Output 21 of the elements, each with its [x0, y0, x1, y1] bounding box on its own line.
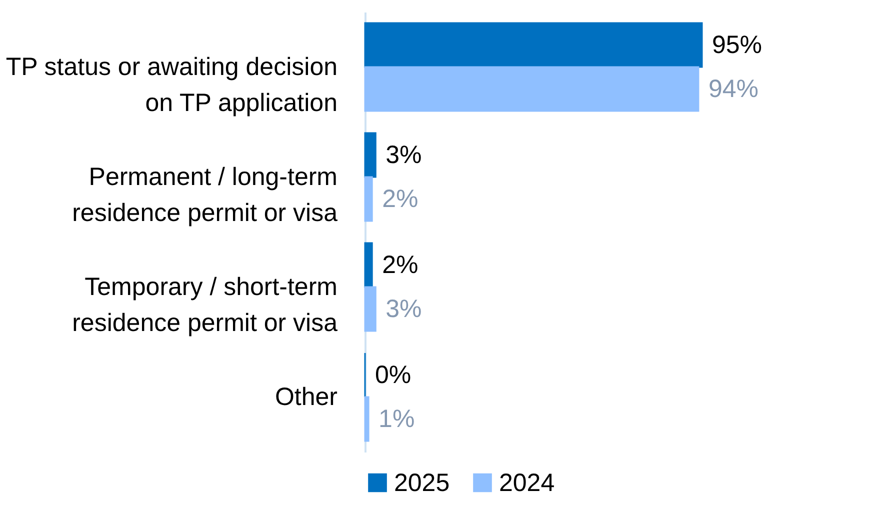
y-tick-label: TP status or awaiting decision on TP application [6, 53, 338, 117]
legend-label: 2025 [394, 468, 450, 497]
y-tick-label: Other [274, 383, 338, 411]
data-label: 3% [386, 295, 422, 323]
data-label: 2% [382, 185, 418, 213]
data-label: 95% [712, 31, 762, 59]
legend-label: 2024 [499, 468, 555, 497]
bar [364, 66, 700, 112]
data-label: 0% [375, 361, 412, 389]
data-label: 94% [708, 75, 758, 103]
bar [364, 396, 370, 442]
bar [364, 176, 373, 222]
data-label: 1% [378, 405, 415, 433]
bar [364, 22, 703, 68]
y-tick-label: Temporary / short-term residence permit or visa [72, 273, 338, 337]
y-tick-label: Permanent / long-term residence permit or visa [72, 163, 338, 227]
data-label: 2% [382, 251, 418, 279]
bar [364, 242, 373, 288]
bar [364, 132, 376, 178]
data-label: 3% [386, 141, 422, 169]
bar [364, 286, 376, 332]
